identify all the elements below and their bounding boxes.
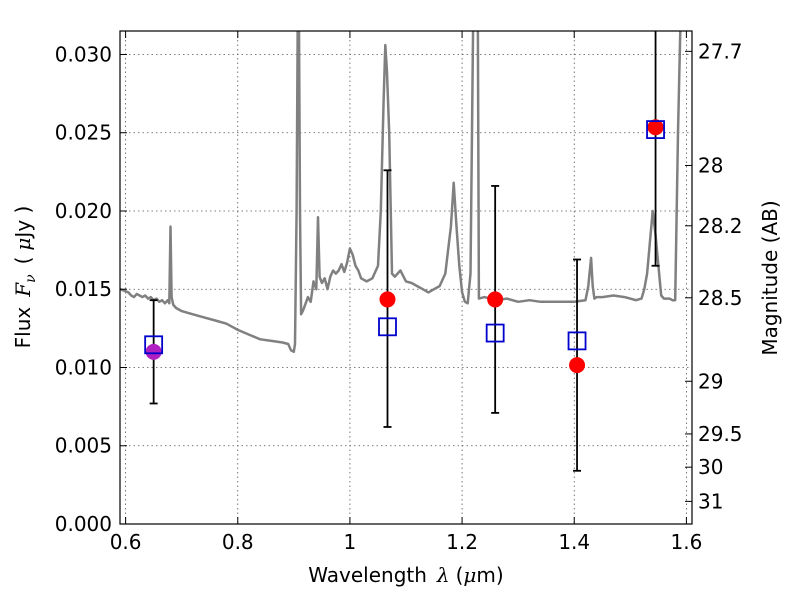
observed-point [647, 119, 664, 136]
y-tick-label: 0.000 [55, 512, 112, 536]
observed-point-special [145, 343, 162, 360]
y-axis-label-subscript: ν [23, 274, 39, 283]
model-spectrum-layer [120, 31, 682, 354]
model-photometry-point [485, 323, 505, 343]
y2-axis-ticks: 27.7 28 28.2 28.5 29 29.5 30 31 [685, 39, 743, 513]
model-spectrum-line [120, 31, 682, 354]
x-axis-label-unit-rest: m) [476, 563, 503, 587]
observed-points-layer [145, 119, 664, 374]
y-axis-label-text: Flux [11, 307, 35, 349]
y-tick-label: 0.015 [55, 277, 112, 301]
y-axis-label-unit-mu: μ [11, 238, 35, 251]
y-tick-label: 0.030 [55, 42, 112, 66]
y2-tick-label: 28.5 [698, 286, 743, 310]
y-axis-label-symbol: F [11, 282, 35, 298]
model-photometry-layer [144, 120, 665, 355]
plot-frame [119, 30, 693, 525]
y2-tick-label: 31 [698, 489, 723, 513]
x-tick-label: 0.8 [222, 530, 254, 554]
y-tick-label: 0.025 [55, 121, 112, 145]
y-axis-label-unit-open: ( [11, 257, 35, 265]
x-tick-label: 1.6 [670, 530, 702, 554]
x-tick-label: 0.6 [110, 530, 142, 554]
y2-tick-label: 28 [698, 153, 723, 177]
y2-axis-label: Magnitude (AB) [758, 200, 782, 355]
y-tick-label: 0.020 [55, 199, 112, 223]
x-tick-label: 1 [344, 530, 357, 554]
x-tick-label: 1.2 [446, 530, 478, 554]
observed-point [379, 291, 396, 308]
y2-tick-label: 29.5 [698, 422, 743, 446]
grid-lines [120, 31, 692, 524]
y2-tick-label: 30 [698, 455, 723, 479]
model-photometry-point [144, 335, 164, 355]
model-photometry-point [567, 331, 587, 351]
model-photometry-point [646, 120, 665, 139]
y-axis-ticks: 0.000 0.005 0.010 0.015 0.020 0.025 0.030 [55, 42, 127, 536]
y2-tick-label: 27.7 [698, 39, 743, 63]
y-axis-label: Flux Fν ( μJy ) [11, 206, 39, 349]
x-axis-label-unit-mu: μ [463, 563, 476, 587]
plot-background [120, 31, 692, 524]
x-axis-label-text: Wavelength [308, 563, 427, 587]
model-photometry-point [378, 317, 397, 337]
x-axis-label: Wavelength λ (μm) [308, 563, 503, 587]
y2-tick-label: 29 [698, 369, 723, 393]
observed-point [569, 357, 586, 374]
x-axis-label-symbol: λ [436, 563, 450, 587]
y-tick-label: 0.005 [55, 434, 112, 458]
y2-tick-label: 28.2 [698, 214, 743, 238]
x-tick-label: 1.4 [558, 530, 590, 554]
y-axis-label-unit-rest: Jy ) [11, 206, 35, 240]
x-axis-label-unit-open: ( [456, 563, 464, 587]
y-tick-label: 0.010 [55, 355, 112, 379]
x-axis-ticks: 0.6 0.8 1 1.2 1.4 1.6 [110, 31, 702, 554]
observed-point [487, 291, 504, 308]
